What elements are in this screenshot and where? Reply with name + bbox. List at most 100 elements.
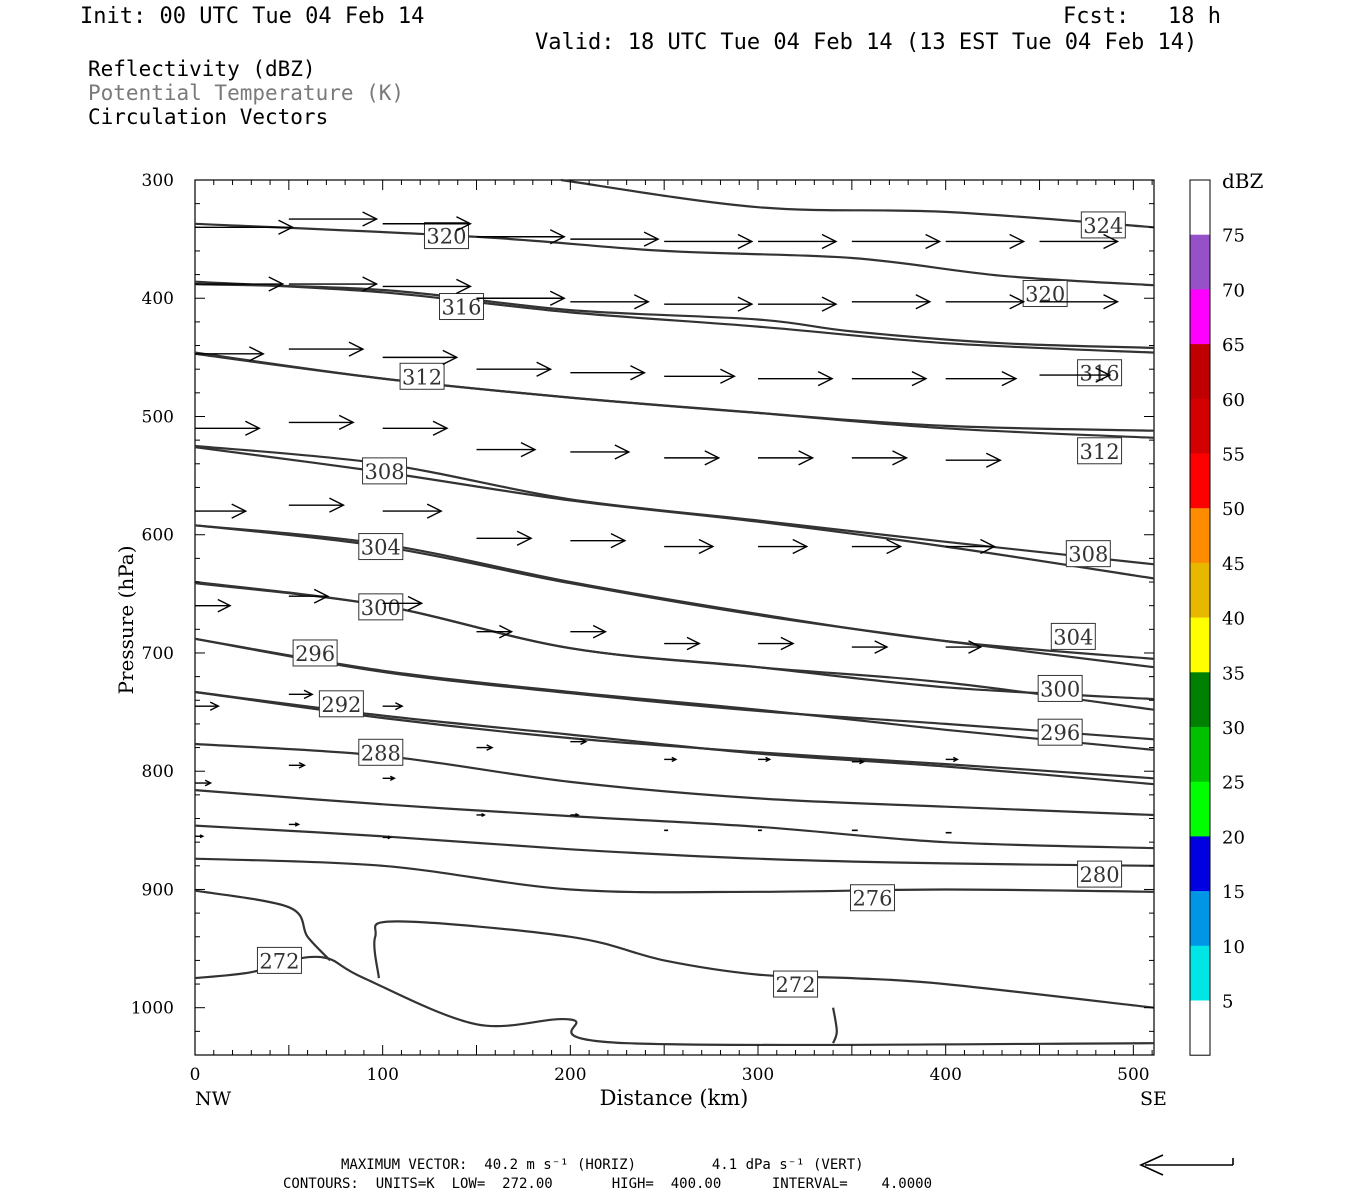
maximum-vector-note: MAXIMUM VECTOR: 40.2 m s⁻¹ (HORIZ) 4.1 d… — [341, 1157, 864, 1173]
vector-head — [387, 835, 393, 840]
circulation-vector — [570, 231, 660, 247]
contour-label: 304 — [361, 536, 401, 560]
theta-contour-282 — [194, 824, 1155, 867]
colorbar-swatch — [1190, 672, 1210, 728]
circulation-vector — [476, 744, 494, 751]
vector-head — [456, 278, 472, 295]
colorbar-swatch — [1190, 398, 1210, 454]
y-axis-label: Pressure (hPa) — [114, 546, 138, 695]
colorbar-swatch — [1190, 289, 1210, 345]
circulation-vector — [382, 503, 443, 519]
circulation-vector — [851, 538, 903, 555]
circulation-vector — [382, 702, 404, 711]
x-tick-label: 0 — [190, 1065, 201, 1085]
colorbar-swatch — [1190, 180, 1210, 235]
circulation-vector — [664, 538, 715, 555]
colorbar-label: 5 — [1222, 992, 1233, 1013]
vector-head — [294, 822, 301, 827]
vector-head — [217, 598, 232, 613]
colorbar-label: 25 — [1222, 773, 1245, 794]
y-tick-label: 1000 — [131, 999, 174, 1019]
circulation-vector — [195, 834, 205, 839]
circulation-vector — [945, 294, 1026, 310]
field-legend-vectors: Circulation Vectors — [88, 105, 329, 129]
colorbar-label: 10 — [1222, 937, 1245, 958]
vector-head — [980, 538, 997, 555]
vector-head — [952, 756, 959, 763]
contour-label: 320 — [1025, 283, 1065, 307]
x-axis-label: Distance (km) — [600, 1086, 749, 1110]
circulation-vector — [288, 341, 365, 357]
vector-head — [407, 595, 424, 611]
circulation-vector — [382, 349, 459, 365]
circulation-vector — [945, 640, 983, 654]
theta-contour-280 — [194, 857, 1155, 894]
vector-head — [592, 624, 608, 639]
circulation-vector — [1039, 294, 1120, 310]
vector-head — [362, 276, 379, 292]
colorbar-swatch — [1190, 891, 1210, 947]
circulation-vector — [476, 361, 553, 377]
vector-head — [1009, 294, 1026, 310]
circulation-vector — [195, 420, 261, 436]
contour-label: 308 — [1068, 543, 1108, 567]
theta-contour-320 — [194, 222, 1155, 287]
field-legend-theta: Potential Temperature (K) — [88, 81, 405, 105]
theta-contour-312 — [194, 351, 1155, 439]
colorbar-label: 30 — [1222, 718, 1245, 739]
colorbar-frame — [1189, 179, 1211, 1056]
circulation-vector — [851, 640, 889, 654]
circulation-vector — [851, 450, 909, 466]
circulation-vector — [1039, 233, 1120, 250]
theta-contour-272 — [832, 1007, 838, 1044]
valid-time: Valid: 18 UTC Tue 04 Feb 14 (13 EST Tue … — [535, 30, 1198, 55]
circulation-vector — [945, 233, 1026, 250]
circulation-vector — [288, 276, 379, 292]
circulation-vector — [758, 538, 809, 555]
circulation-vector — [1039, 367, 1112, 383]
y-tick-label: 600 — [142, 526, 174, 546]
contour-label-box — [438, 293, 484, 321]
vector-head — [1103, 294, 1120, 310]
vector-head — [442, 349, 459, 365]
forecast-hours: 18 h — [1168, 4, 1221, 29]
circulation-vector — [288, 588, 330, 604]
circulation-vector — [758, 233, 838, 250]
circulation-vector — [476, 229, 566, 245]
circulation-vectors — [195, 211, 1120, 840]
vector-head — [248, 346, 265, 362]
vector-head — [1095, 367, 1112, 383]
vector-head — [575, 812, 580, 817]
x-tick-label: 400 — [929, 1065, 961, 1085]
contour-label: 316 — [441, 296, 481, 320]
colorbar-label: 60 — [1222, 390, 1245, 411]
vector-head — [925, 233, 942, 250]
colorbar-label: 50 — [1222, 499, 1245, 520]
vector-head — [817, 371, 834, 387]
colorbar-label: 15 — [1222, 882, 1245, 903]
theta-contour-300 — [194, 637, 1155, 741]
colorbar-label: 45 — [1222, 554, 1245, 575]
vector-head — [1001, 371, 1018, 387]
theta-contour-276 — [194, 889, 331, 962]
theta-contour-320 — [194, 280, 1155, 354]
circulation-vector — [476, 624, 514, 639]
theta-contour-324 — [560, 178, 1155, 229]
contour-label-box — [773, 970, 819, 998]
contour-label: 272 — [776, 973, 816, 997]
vector-head — [278, 219, 295, 235]
contour-label-box — [1080, 211, 1126, 239]
y-tick-label: 500 — [142, 407, 174, 427]
vector-head — [389, 775, 396, 781]
circulation-vector — [476, 441, 537, 458]
vector-head — [671, 756, 678, 763]
circulation-vector — [195, 346, 265, 362]
x-tick-label: 300 — [742, 1065, 774, 1085]
vector-head — [698, 538, 715, 555]
vector-head — [720, 368, 736, 384]
vector-head — [915, 294, 932, 310]
vector-head — [245, 420, 261, 436]
vector-head — [737, 233, 754, 250]
contour-label: 292 — [321, 693, 361, 717]
contour-label: 296 — [1040, 721, 1080, 745]
